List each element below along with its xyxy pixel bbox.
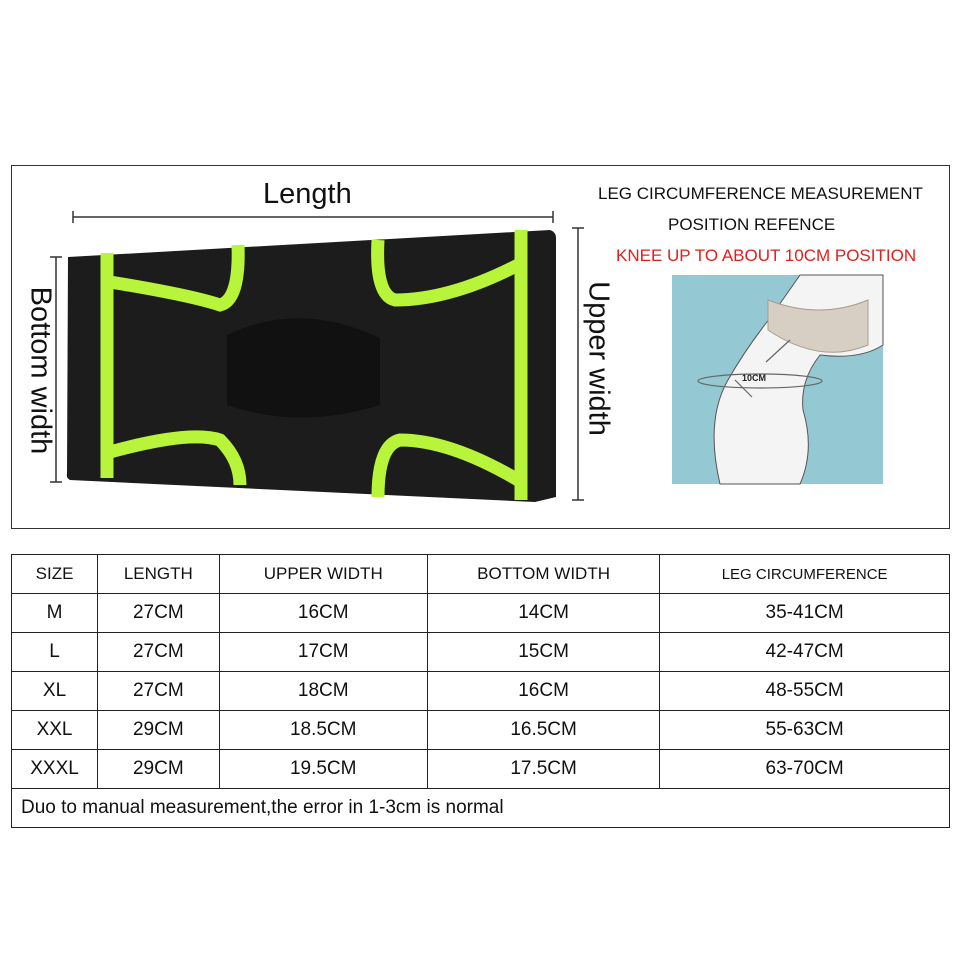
cell: 29CM (97, 710, 220, 750)
cell: 19.5CM (218, 749, 428, 789)
size-table: SIZE LENGTH UPPER WIDTH BOTTOM WIDTH LEG… (10, 554, 950, 828)
cell: 55-63CM (659, 710, 950, 750)
table-row: XL 27CM 18CM 16CM 48-55CM (10, 671, 950, 711)
cell: 27CM (97, 671, 220, 711)
cell: 16.5CM (426, 710, 661, 750)
cell: 18CM (218, 671, 428, 711)
table-footnote-row: Duo to manual measurement,the error in 1… (11, 788, 950, 828)
knee-sleeve (66, 230, 557, 502)
cell: 27CM (97, 632, 220, 672)
header-bottom-width: BOTTOM WIDTH (426, 554, 661, 594)
cell: 48-55CM (659, 671, 950, 711)
cell: M (10, 593, 99, 633)
cell: 42-47CM (659, 632, 950, 672)
header-upper-width: UPPER WIDTH (218, 554, 428, 594)
cell: 15CM (426, 632, 661, 672)
cell: L (10, 632, 99, 672)
cell: 27CM (97, 593, 220, 633)
cell: 35-41CM (659, 593, 950, 633)
table-row: L 27CM 17CM 15CM 42-47CM (10, 632, 950, 672)
knee-sleeve-illustration: 10CM (50, 211, 884, 502)
measure-title-line1: LEG CIRCUMFERENCE MEASUREMENT (598, 184, 923, 203)
length-label: Length (263, 178, 352, 210)
table-header-row: SIZE LENGTH UPPER WIDTH BOTTOM WIDTH LEG… (10, 554, 950, 594)
product-diagram-frame (11, 165, 950, 529)
cell: XL (10, 671, 99, 711)
header-leg-circumference: LEG CIRCUMFERENCE (659, 554, 950, 594)
cell: 14CM (426, 593, 661, 633)
cell: 17CM (218, 632, 428, 672)
bottom-width-label: Bottom width (24, 286, 57, 455)
cell: 16CM (426, 671, 661, 711)
knee-measurement-image (672, 274, 884, 485)
upper-width-label: Upper width (582, 281, 615, 436)
dimension-lines (50, 211, 584, 501)
cell: 17.5CM (426, 749, 661, 789)
table-row: M 27CM 16CM 14CM 35-41CM (10, 593, 950, 633)
table-row: XXXL 29CM 19.5CM 17.5CM 63-70CM (10, 749, 950, 789)
cell: 29CM (97, 749, 220, 789)
cell: XXXL (10, 749, 99, 789)
header-length: LENGTH (97, 554, 220, 594)
footnote: Duo to manual measurement,the error in 1… (11, 788, 950, 828)
cell: XXL (10, 710, 99, 750)
cell: 18.5CM (218, 710, 428, 750)
cell: 16CM (218, 593, 428, 633)
table-row: XXL 29CM 18.5CM 16.5CM 55-63CM (10, 710, 950, 750)
cell: 63-70CM (659, 749, 950, 789)
measure-note: KNEE UP TO ABOUT 10CM POSITION (616, 246, 917, 265)
header-size: SIZE (10, 554, 99, 594)
knee-10cm-label: 10CM (742, 373, 766, 383)
measure-title-line2: POSITION REFENCE (668, 215, 836, 234)
